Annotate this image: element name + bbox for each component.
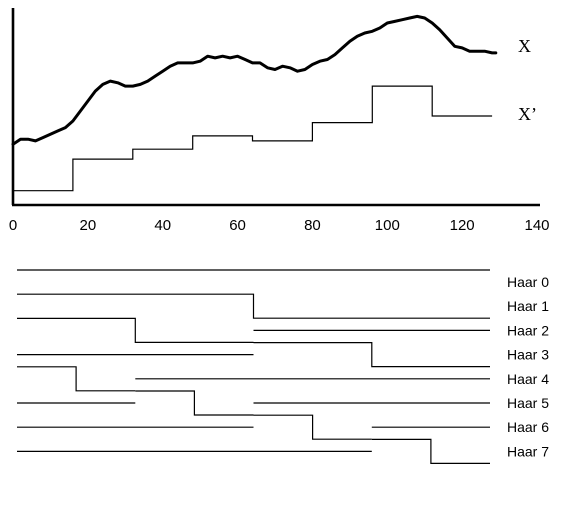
series-label-x: X bbox=[518, 36, 531, 56]
haar-row: Haar 7 bbox=[17, 438, 549, 464]
haar-row: Haar 0 bbox=[17, 269, 549, 290]
signal-chart: 0 20 40 60 80 100 120 140 X X’ bbox=[9, 8, 550, 234]
x-tick-label: 140 bbox=[524, 217, 549, 234]
x-tick-labels: 0 20 40 60 80 100 120 140 bbox=[9, 217, 550, 234]
haar-label: Haar 4 bbox=[507, 371, 549, 387]
haar-row: Haar 6 bbox=[17, 414, 549, 440]
haar-label: Haar 2 bbox=[507, 322, 549, 338]
x-tick-label: 100 bbox=[375, 217, 400, 234]
haar-label: Haar 5 bbox=[507, 395, 549, 411]
haar-label: Haar 7 bbox=[507, 443, 549, 459]
x-tick-label: 0 bbox=[9, 217, 17, 234]
series-label-x-prime: X’ bbox=[518, 104, 537, 124]
x-tick-label: 20 bbox=[80, 217, 97, 234]
x-tick-label: 40 bbox=[154, 217, 171, 234]
haar-label: Haar 1 bbox=[507, 298, 549, 314]
haar-waveform bbox=[17, 317, 254, 343]
x-tick-label: 60 bbox=[229, 217, 246, 234]
haar-waveform bbox=[135, 390, 254, 416]
haar-row: Haar 5 bbox=[17, 390, 549, 416]
haar-label: Haar 0 bbox=[507, 274, 549, 290]
haar-label: Haar 3 bbox=[507, 347, 549, 363]
haar-row: Haar 1 bbox=[17, 293, 549, 319]
haar-label: Haar 6 bbox=[507, 419, 549, 435]
haar-waveform bbox=[371, 438, 490, 464]
haar-row: Haar 2 bbox=[17, 317, 549, 343]
series-group bbox=[11, 14, 498, 192]
series-line-x bbox=[11, 14, 498, 146]
series-line-x-prime bbox=[13, 85, 493, 192]
haar-row: Haar 3 bbox=[17, 342, 549, 368]
haar-waveform bbox=[17, 293, 490, 319]
x-tick-label: 80 bbox=[304, 217, 321, 234]
haar-basis-chart: Haar 0 Haar 1 Haar 2 Haar 3 Haar 4 Haar 5 Haar… bbox=[17, 269, 549, 464]
haar-waveform bbox=[253, 414, 372, 440]
haar-waveform bbox=[17, 366, 136, 392]
x-tick-label: 120 bbox=[450, 217, 475, 234]
haar-row: Haar 4 bbox=[17, 366, 549, 392]
haar-waveform bbox=[253, 342, 490, 368]
